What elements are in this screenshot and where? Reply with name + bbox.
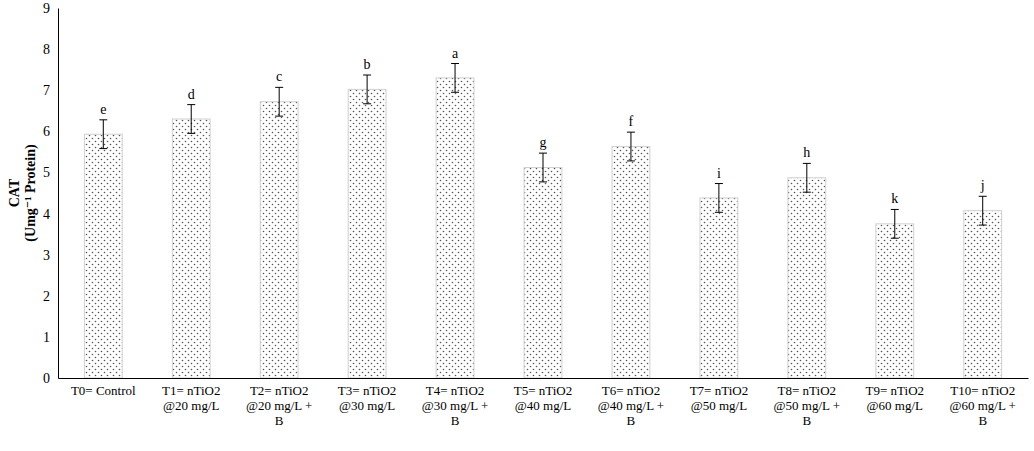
significance-letter: k xyxy=(891,191,898,206)
x-tick: T0= Control xyxy=(71,378,136,398)
bar xyxy=(172,119,210,378)
bar xyxy=(612,147,650,378)
significance-letter: j xyxy=(980,178,985,193)
y-tick-label: 3 xyxy=(43,248,50,263)
chart: e d c b a g f i h k j 0 1 2 3 4 5 6 7 8 9 T0= Control T1= nTiO… xyxy=(0,0,1034,451)
y-tick-label: 0 xyxy=(43,371,50,386)
x-tick: T9= nTiO2@60 mg/L xyxy=(866,378,925,413)
error-bar-line xyxy=(803,163,811,192)
x-tick-label: T8= nTiO2@50 mg/L +B xyxy=(774,383,841,428)
x-tick: T3= nTiO2@30 mg/L xyxy=(338,378,397,413)
y-tick: 7 xyxy=(43,83,58,98)
bar xyxy=(524,168,562,378)
significance-letter: h xyxy=(803,145,810,160)
y-axis-title: CAT(Umg⁻¹ Protein) xyxy=(7,144,39,242)
error-bar-line xyxy=(275,87,283,116)
error-bar xyxy=(539,153,547,182)
y-tick: 1 xyxy=(43,330,58,345)
x-tick-label: T6= nTiO2@40 mg/L +B xyxy=(598,383,665,428)
error-bar xyxy=(715,184,723,213)
significance-letter: d xyxy=(188,87,195,102)
y-tick: 4 xyxy=(43,207,58,222)
y-tick-label: 7 xyxy=(43,83,50,98)
y-tick-label: 8 xyxy=(43,42,50,57)
bars xyxy=(84,64,1001,379)
x-tick-label: T9= nTiO2@60 mg/L xyxy=(866,383,925,413)
x-tick: T5= nTiO2@40 mg/L xyxy=(514,378,573,413)
bar xyxy=(436,78,474,378)
x-tick: T2= nTiO2@20 mg/L +B xyxy=(246,378,313,428)
x-tick-label: T1= nTiO2@20 mg/L xyxy=(162,383,221,413)
y-tick: 0 xyxy=(43,371,58,386)
x-tick: T6= nTiO2@40 mg/L +B xyxy=(598,378,665,428)
error-bar xyxy=(891,209,899,238)
error-bar-line xyxy=(99,120,107,149)
error-bar xyxy=(451,64,459,93)
x-tick-label: T3= nTiO2@30 mg/L xyxy=(338,383,397,413)
x-tick: T1= nTiO2@20 mg/L xyxy=(162,378,221,413)
y-tick-label: 4 xyxy=(43,207,50,222)
error-bar xyxy=(363,75,371,104)
error-bar-line xyxy=(891,209,899,238)
y-tick-label: 2 xyxy=(43,289,50,304)
y-axis-title-line: CAT xyxy=(7,178,22,207)
y-axis-line xyxy=(58,9,59,379)
bar xyxy=(84,134,122,378)
error-bar-line xyxy=(363,75,371,104)
x-axis: T0= Control T1= nTiO2@20 mg/L T2= nTiO2@20… xyxy=(59,378,1029,428)
x-tick: T7= nTiO2@50 mg/L xyxy=(690,378,749,413)
y-tick: 2 xyxy=(43,289,58,304)
error-bar xyxy=(275,87,283,116)
plot: e d c b a g f i h k j 0 1 2 3 4 5 6 7 8 9 T0= Control T1= nTiO… xyxy=(43,1,1029,428)
bar xyxy=(876,224,914,378)
error-bar-line xyxy=(539,153,547,182)
y-tick: 5 xyxy=(43,165,58,180)
bar xyxy=(700,198,738,378)
x-tick-label: T0= Control xyxy=(71,383,136,398)
x-tick-label: T10= nTiO2@60 mg/L +B xyxy=(949,383,1016,428)
significance-letter: i xyxy=(717,166,721,181)
y-tick: 9 xyxy=(43,1,58,16)
error-bar-line xyxy=(451,64,459,93)
bar xyxy=(348,89,386,378)
significance-letter: c xyxy=(276,69,282,84)
error-bar xyxy=(187,105,195,134)
x-tick: T4= nTiO2@30 mg/L +B xyxy=(422,378,489,428)
y-axis: 0 1 2 3 4 5 6 7 8 9 xyxy=(43,1,59,386)
significance-letter: g xyxy=(540,135,547,150)
significance-letter: a xyxy=(452,46,459,61)
x-tick: T8= nTiO2@50 mg/L +B xyxy=(774,378,841,428)
bar xyxy=(964,211,1002,378)
error-bar xyxy=(627,132,635,161)
y-tick-label: 1 xyxy=(43,330,50,345)
error-bar xyxy=(99,120,107,149)
error-bar-line xyxy=(627,132,635,161)
y-tick-label: 6 xyxy=(43,124,50,139)
x-tick: T10= nTiO2@60 mg/L +B xyxy=(949,378,1016,428)
significance-letter: b xyxy=(364,57,371,72)
x-axis-line xyxy=(59,378,1029,379)
error-bar-line xyxy=(979,196,987,225)
y-tick: 8 xyxy=(43,42,58,57)
x-tick-label: T5= nTiO2@40 mg/L xyxy=(514,383,573,413)
y-axis-title-line: (Umg⁻¹ Protein) xyxy=(23,144,39,242)
y-tick: 6 xyxy=(43,124,58,139)
error-bar xyxy=(803,163,811,192)
y-tick-label: 5 xyxy=(43,165,50,180)
error-bar-line xyxy=(715,184,723,213)
significance-letter: f xyxy=(629,114,634,129)
error-bar xyxy=(979,196,987,225)
x-tick-label: T7= nTiO2@50 mg/L xyxy=(690,383,749,413)
significance-letter: e xyxy=(100,102,106,117)
x-tick-label: T4= nTiO2@30 mg/L +B xyxy=(422,383,489,428)
y-tick: 3 xyxy=(43,248,58,263)
bar xyxy=(260,102,298,378)
x-tick-label: T2= nTiO2@20 mg/L +B xyxy=(246,383,313,428)
y-tick-label: 9 xyxy=(43,1,50,16)
bar xyxy=(788,178,826,378)
error-bar-line xyxy=(187,105,195,134)
